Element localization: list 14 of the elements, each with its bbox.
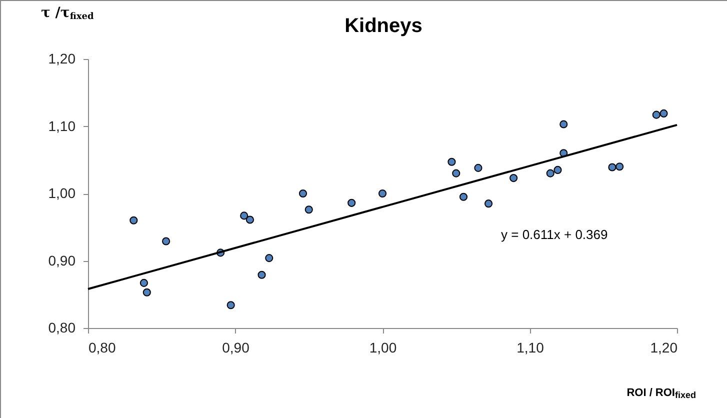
y-tick-label: 1,00 [48,185,76,201]
x-tick-label: 1,20 [650,340,678,356]
annotation: y = 0.611x + 0.369 [501,227,608,242]
x-tick-label: 0,80 [88,340,116,356]
x-tick-label: 1,00 [369,340,397,356]
chart-title: Kidneys [344,15,422,37]
y-tick-label: 0,90 [48,252,76,268]
y-tick-label: 0,80 [48,320,76,336]
x-tick-label: 0,90 [222,340,250,356]
x-axis-title: ROI / ROI$_{fixed}$ [626,387,696,400]
y-tick-label: 1,10 [48,118,76,134]
y-tick-label: 1,20 [48,50,76,66]
x-tick-label: 1,10 [516,340,544,356]
y-axis-title: τ /τ$_{fixed}$ [41,5,94,22]
